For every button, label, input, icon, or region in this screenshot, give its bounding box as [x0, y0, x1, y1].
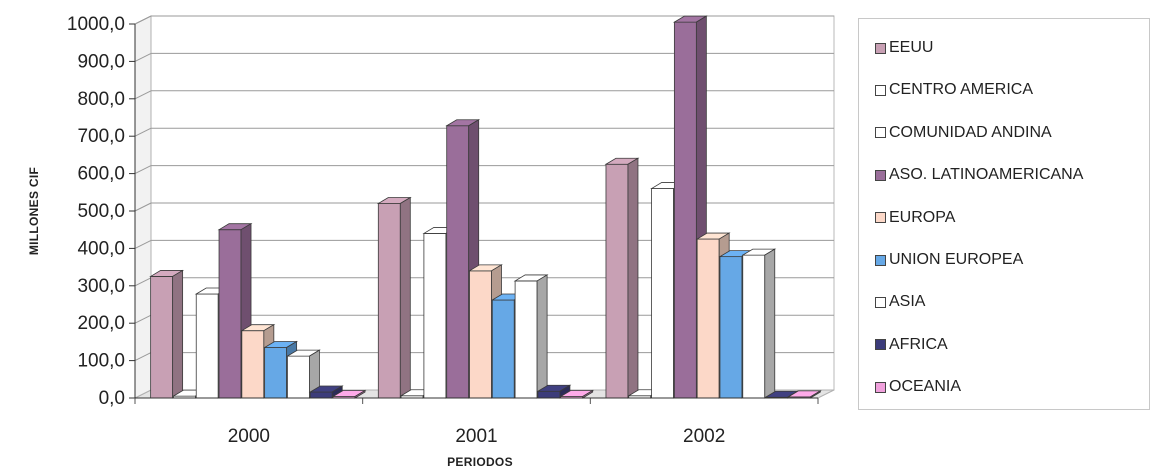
y-tick-label: 400,0: [77, 238, 125, 259]
bar: [604, 157, 640, 399]
legend-swatch: [875, 296, 886, 308]
bar-front: [218, 229, 242, 399]
x-tick-label: 2001: [455, 426, 497, 447]
gridline-diagonal: [134, 202, 152, 212]
bar-side: [764, 248, 776, 399]
bar-side: [627, 157, 639, 399]
legend-label: UNION EUROPEA: [889, 251, 1024, 268]
bar-front: [537, 390, 561, 399]
x-axis-label: PERIODOS: [447, 455, 513, 469]
bars: [149, 15, 822, 399]
bar-front: [309, 391, 333, 399]
gridline-diagonal: [134, 314, 152, 324]
bar-front: [446, 125, 470, 399]
bar: [331, 389, 367, 399]
bar-front: [605, 163, 629, 399]
bar-front: [287, 355, 310, 399]
y-tick-label: 300,0: [77, 276, 125, 297]
legend-label: CENTRO AMERICA: [889, 81, 1034, 99]
legend-label: ASO. LATINOAMERICANA: [889, 166, 1084, 184]
x-tick-label: 2000: [228, 426, 270, 447]
legend-swatch: [875, 84, 886, 96]
legend-item: EEUU: [875, 37, 933, 59]
y-tick-label: 500,0: [77, 201, 125, 222]
legend-item: EUROPA: [875, 207, 955, 229]
legend-label: ASIA: [889, 293, 926, 311]
bar-front: [491, 299, 515, 399]
bar: [149, 269, 185, 399]
bar-front: [651, 188, 674, 399]
y-tick-label: 200,0: [77, 313, 125, 334]
legend-item: AFRICA: [875, 334, 948, 356]
bar-front: [696, 238, 720, 399]
legend-swatch: [875, 381, 886, 393]
y-tick-label: 0,0: [99, 388, 125, 409]
legend-label: COMUNIDAD ANDINA: [889, 123, 1052, 141]
y-tick-label: 1000,0: [67, 14, 125, 35]
gridline-diagonal: [134, 239, 152, 249]
y-tick-label: 600,0: [77, 164, 125, 185]
bar-front: [514, 280, 538, 399]
legend-label: EUROPA: [889, 208, 956, 226]
bar-side: [536, 274, 548, 399]
x-axis: 2000 2001 2002: [134, 397, 819, 447]
bar-front: [742, 254, 766, 399]
legend-item: CENTRO AMERICA: [875, 79, 1033, 101]
legend-label: EEUU: [889, 39, 934, 56]
bar: [786, 390, 822, 399]
legend-swatch: [875, 42, 886, 54]
y-tick-label: 900,0: [77, 51, 125, 72]
bar-front: [377, 203, 401, 399]
bar: [308, 385, 344, 399]
legend-swatch: [875, 169, 886, 181]
bar-chart: 0,0 100,0 200,0 300,0 400,0 500,0 600,0 700,0 80…: [67, 14, 835, 447]
legend-label: OCEANIA: [889, 378, 962, 396]
y-tick-label: 800,0: [77, 89, 125, 110]
bar-side: [399, 196, 411, 399]
legend: EEUU CENTRO AMERICA COMUNIDAD ANDINA ASO. L…: [858, 18, 1150, 410]
legend-item: COMUNIDAD ANDINA: [875, 122, 1052, 144]
legend-swatch: [875, 127, 886, 139]
bar: [376, 196, 412, 399]
y-tick-label: 700,0: [77, 126, 125, 147]
bar-front: [673, 21, 697, 399]
gridline-diagonal: [134, 90, 152, 100]
bar-front: [195, 293, 219, 399]
gridline-diagonal: [134, 352, 152, 362]
bar: [741, 248, 777, 399]
x-tick-label: 2002: [683, 426, 725, 447]
bar-front: [264, 347, 288, 399]
gridline-diagonal: [134, 277, 152, 287]
bar: [559, 389, 595, 399]
y-axis-label: MILLONES CIF: [27, 166, 41, 256]
bar: [285, 349, 321, 399]
gridline-diagonal: [134, 15, 152, 25]
bar-side: [172, 269, 184, 399]
legend-item: OCEANIA: [875, 376, 961, 398]
legend-swatch: [875, 339, 886, 351]
gridline-diagonal: [134, 165, 152, 175]
y-tick-label: 100,0: [77, 351, 125, 372]
legend-swatch: [875, 212, 886, 224]
legend-item: UNION EUROPEA: [875, 249, 1023, 271]
bar-front: [469, 270, 492, 399]
bar: [513, 274, 549, 399]
bar-front: [150, 276, 174, 399]
bar-front: [423, 233, 447, 399]
legend-swatch: [875, 254, 886, 266]
legend-item: ASIA: [875, 291, 925, 313]
legend-item: ASO. LATINOAMERICANA: [875, 164, 1083, 186]
bar-front: [241, 330, 265, 399]
legend-label: AFRICA: [889, 335, 948, 353]
gridline-diagonal: [134, 52, 152, 62]
gridline-diagonal: [134, 127, 152, 137]
bar-front: [719, 256, 743, 399]
y-axis: 0,0 100,0 200,0 300,0 400,0 500,0 600,0 700,0 80…: [67, 14, 136, 409]
